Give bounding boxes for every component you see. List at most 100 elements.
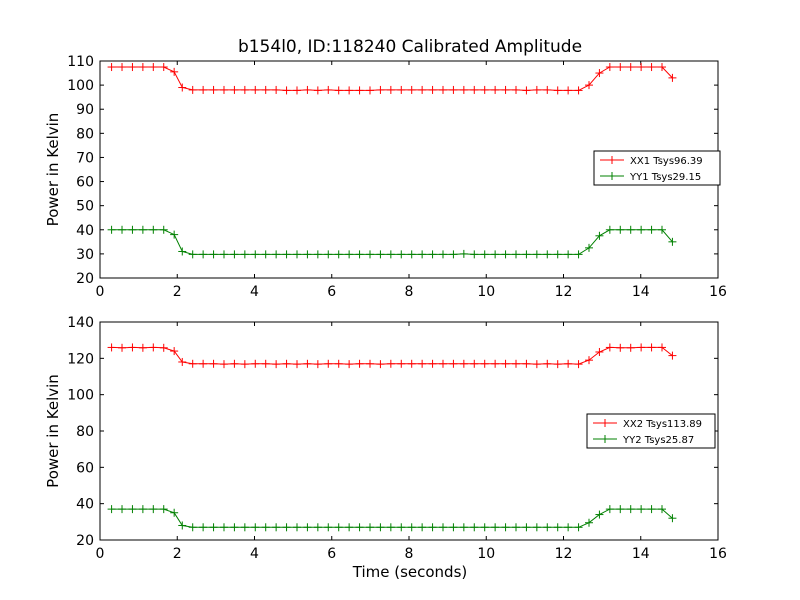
data-point bbox=[657, 505, 666, 514]
data-point bbox=[178, 357, 187, 366]
data-point bbox=[605, 225, 614, 234]
data-point bbox=[501, 250, 510, 259]
data-point bbox=[459, 85, 468, 94]
data-point bbox=[511, 359, 520, 368]
data-point bbox=[668, 237, 677, 246]
data-point bbox=[418, 523, 427, 532]
data-point bbox=[376, 360, 385, 369]
legend-label: YY1 Tsys29.15 bbox=[629, 172, 701, 183]
y-tick-label: 40 bbox=[76, 497, 94, 513]
data-point bbox=[386, 359, 395, 368]
data-point bbox=[199, 85, 208, 94]
data-point bbox=[345, 86, 354, 95]
data-point bbox=[595, 510, 604, 519]
x-tick-label: 16 bbox=[709, 284, 727, 300]
data-point bbox=[480, 85, 489, 94]
data-point bbox=[303, 250, 312, 259]
legend: XX2 Tsys113.89 YY2 Tsys25.87 bbox=[586, 413, 716, 449]
data-point bbox=[574, 360, 583, 369]
data-point bbox=[616, 343, 625, 352]
y-tick-label: 110 bbox=[67, 54, 94, 70]
data-point bbox=[355, 523, 364, 532]
y-tick-label: 140 bbox=[67, 315, 94, 331]
data-point bbox=[240, 250, 249, 259]
data-point bbox=[188, 85, 197, 94]
data-point bbox=[355, 359, 364, 368]
data-point bbox=[564, 250, 573, 259]
data-point bbox=[365, 250, 374, 259]
data-point bbox=[564, 86, 573, 95]
data-point bbox=[647, 225, 656, 234]
data-point bbox=[532, 85, 541, 94]
data-point bbox=[178, 521, 187, 530]
data-point bbox=[616, 505, 625, 514]
data-point bbox=[647, 343, 656, 352]
data-point bbox=[149, 505, 158, 514]
data-point bbox=[501, 359, 510, 368]
data-point bbox=[292, 523, 301, 532]
data-point bbox=[553, 250, 562, 259]
data-point bbox=[657, 225, 666, 234]
data-point bbox=[209, 250, 218, 259]
data-point bbox=[251, 523, 260, 532]
data-point bbox=[159, 343, 168, 352]
data-point bbox=[397, 250, 406, 259]
data-point bbox=[107, 225, 116, 234]
data-point bbox=[470, 85, 479, 94]
data-point bbox=[128, 225, 137, 234]
data-point bbox=[386, 85, 395, 94]
data-point bbox=[345, 523, 354, 532]
data-point bbox=[501, 523, 510, 532]
data-point bbox=[438, 523, 447, 532]
series-line bbox=[111, 229, 673, 255]
data-point bbox=[511, 85, 520, 94]
data-point bbox=[219, 85, 228, 94]
x-tick-label: 0 bbox=[96, 546, 105, 562]
data-point bbox=[313, 86, 322, 95]
data-point bbox=[128, 343, 137, 352]
data-point bbox=[107, 343, 116, 352]
data-point bbox=[272, 360, 281, 369]
data-point bbox=[303, 85, 312, 94]
x-tick-label: 12 bbox=[555, 546, 573, 562]
data-point bbox=[657, 343, 666, 352]
data-point bbox=[324, 250, 333, 259]
data-point bbox=[188, 250, 197, 259]
data-point bbox=[470, 250, 479, 259]
y-tick-label: 70 bbox=[76, 150, 94, 166]
data-point bbox=[365, 86, 374, 95]
data-point bbox=[355, 250, 364, 259]
data-point bbox=[543, 359, 552, 368]
data-point bbox=[480, 359, 489, 368]
data-point bbox=[584, 518, 593, 527]
x-tick-label: 10 bbox=[477, 546, 495, 562]
data-point bbox=[543, 250, 552, 259]
legend-entry: XX1 Tsys96.39 bbox=[600, 156, 703, 167]
data-point bbox=[240, 360, 249, 369]
data-point bbox=[491, 85, 500, 94]
data-point bbox=[532, 523, 541, 532]
data-point bbox=[418, 85, 427, 94]
data-point bbox=[272, 85, 281, 94]
data-point bbox=[138, 63, 147, 72]
data-point bbox=[230, 250, 239, 259]
data-point bbox=[605, 505, 614, 514]
data-point bbox=[240, 523, 249, 532]
data-point bbox=[637, 343, 646, 352]
legend-label: XX2 Tsys113.89 bbox=[623, 419, 702, 430]
data-point bbox=[219, 360, 228, 369]
data-point bbox=[345, 360, 354, 369]
legend-label: YY2 Tsys25.87 bbox=[622, 435, 694, 446]
data-point bbox=[438, 250, 447, 259]
data-point bbox=[282, 359, 291, 368]
data-point bbox=[449, 250, 458, 259]
data-point bbox=[118, 63, 127, 72]
x-tick-label: 14 bbox=[632, 284, 650, 300]
data-point bbox=[543, 523, 552, 532]
data-point bbox=[292, 86, 301, 95]
data-point bbox=[616, 63, 625, 72]
x-tick-label: 8 bbox=[405, 546, 414, 562]
data-point bbox=[199, 523, 208, 532]
data-point bbox=[149, 63, 158, 72]
